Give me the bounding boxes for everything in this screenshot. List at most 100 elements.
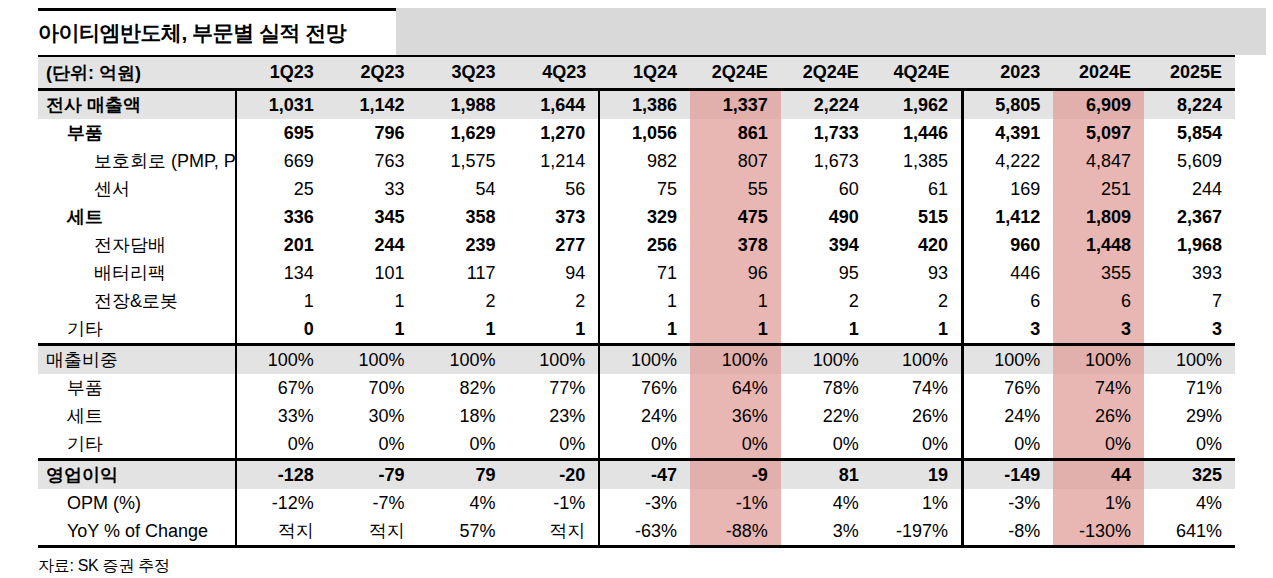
- table-row: 영업이익-128-7979-20-47-98119-14944325: [38, 460, 1235, 490]
- highlighted-cell: -130%: [1053, 517, 1144, 547]
- highlighted-cell: 96: [690, 259, 781, 287]
- highlighted-cell: 26%: [1053, 402, 1144, 430]
- value-cell: 1%: [872, 489, 963, 517]
- value-cell: -197%: [872, 517, 963, 547]
- value-cell: 6: [963, 287, 1054, 315]
- column-header: 2025E: [1144, 56, 1235, 90]
- row-label: 매출비중: [38, 345, 236, 375]
- row-label: 기타: [38, 315, 236, 345]
- value-cell: -3%: [963, 489, 1054, 517]
- value-cell: 373: [508, 203, 599, 231]
- value-cell: 3: [963, 315, 1054, 345]
- highlighted-cell: 1: [690, 315, 781, 345]
- value-cell: -3%: [599, 489, 690, 517]
- table-row: 기타01111111333: [38, 315, 1235, 345]
- value-cell: 100%: [963, 345, 1054, 375]
- table-row: 세트3363453583733294754905151,4121,8092,36…: [38, 203, 1235, 231]
- table-row: OPM (%)-12%-7%4%-1%-3%-1%4%1%-3%1%4%: [38, 489, 1235, 517]
- value-cell: 0%: [508, 430, 599, 460]
- value-cell: 2,367: [1144, 203, 1235, 231]
- value-cell: 적지: [327, 517, 418, 547]
- value-cell: -47: [599, 460, 690, 490]
- value-cell: 4,222: [963, 147, 1054, 175]
- value-cell: 669: [236, 147, 327, 175]
- highlighted-cell: 64%: [690, 374, 781, 402]
- row-label: 전자담배: [38, 231, 236, 259]
- value-cell: 982: [599, 147, 690, 175]
- highlighted-cell: 1,448: [1053, 231, 1144, 259]
- row-label: 전사 매출액: [38, 90, 236, 120]
- value-cell: 100%: [327, 345, 418, 375]
- highlighted-cell: 6: [1053, 287, 1144, 315]
- value-cell: 763: [327, 147, 418, 175]
- value-cell: 1,988: [418, 90, 509, 120]
- value-cell: 33%: [236, 402, 327, 430]
- value-cell: 1,673: [781, 147, 872, 175]
- value-cell: 1: [872, 315, 963, 345]
- highlighted-cell: 4,847: [1053, 147, 1144, 175]
- value-cell: 244: [327, 231, 418, 259]
- value-cell: 적지: [236, 517, 327, 547]
- value-cell: -63%: [599, 517, 690, 547]
- value-cell: 5,609: [1144, 147, 1235, 175]
- value-cell: 490: [781, 203, 872, 231]
- value-cell: 4%: [781, 489, 872, 517]
- row-label: 기타: [38, 430, 236, 460]
- value-cell: 1,412: [963, 203, 1054, 231]
- highlighted-cell: 36%: [690, 402, 781, 430]
- value-cell: 2: [508, 287, 599, 315]
- value-cell: 2: [418, 287, 509, 315]
- value-cell: 345: [327, 203, 418, 231]
- value-cell: 358: [418, 203, 509, 231]
- row-label: 보호회로 (PMP, POC): [38, 147, 236, 175]
- table-body: 전사 매출액1,0311,1421,9881,6441,3861,3372,22…: [38, 90, 1235, 547]
- value-cell: 1,385: [872, 147, 963, 175]
- highlighted-cell: 1,337: [690, 90, 781, 120]
- value-cell: 60: [781, 175, 872, 203]
- value-cell: 695: [236, 119, 327, 147]
- value-cell: 67%: [236, 374, 327, 402]
- highlighted-cell: 55: [690, 175, 781, 203]
- value-cell: 1,733: [781, 119, 872, 147]
- value-cell: -128: [236, 460, 327, 490]
- value-cell: 33: [327, 175, 418, 203]
- value-cell: 4%: [1144, 489, 1235, 517]
- highlighted-cell: 0%: [1053, 430, 1144, 460]
- report-page: 아이티엠반도체, 부문별 실적 전망 (단위: 억원) 1Q232Q233Q23…: [0, 0, 1273, 578]
- value-cell: 5,805: [963, 90, 1054, 120]
- value-cell: 1: [418, 315, 509, 345]
- value-cell: 22%: [781, 402, 872, 430]
- value-cell: 79: [418, 460, 509, 490]
- value-cell: 76%: [963, 374, 1054, 402]
- value-cell: 0%: [872, 430, 963, 460]
- value-cell: 960: [963, 231, 1054, 259]
- value-cell: 277: [508, 231, 599, 259]
- value-cell: 71%: [1144, 374, 1235, 402]
- value-cell: 30%: [327, 402, 418, 430]
- value-cell: 1: [327, 315, 418, 345]
- value-cell: 23%: [508, 402, 599, 430]
- value-cell: 100%: [781, 345, 872, 375]
- highlighted-cell: 378: [690, 231, 781, 259]
- value-cell: 515: [872, 203, 963, 231]
- value-cell: 1,629: [418, 119, 509, 147]
- row-label: 배터리팩: [38, 259, 236, 287]
- highlighted-cell: 251: [1053, 175, 1144, 203]
- column-header: 1Q24: [599, 56, 690, 90]
- source-note: 자료: SK 증권 추정: [38, 556, 1235, 577]
- value-cell: 1: [599, 315, 690, 345]
- column-header: 2Q23: [327, 56, 418, 90]
- table-row: 보호회로 (PMP, POC)6697631,5751,2149828071,6…: [38, 147, 1235, 175]
- value-cell: 100%: [418, 345, 509, 375]
- value-cell: 1,968: [1144, 231, 1235, 259]
- value-cell: 적지: [508, 517, 599, 547]
- value-cell: 1,386: [599, 90, 690, 120]
- column-header: 2Q24E: [690, 56, 781, 90]
- value-cell: -1%: [508, 489, 599, 517]
- value-cell: 239: [418, 231, 509, 259]
- highlighted-cell: 807: [690, 147, 781, 175]
- row-label: OPM (%): [38, 489, 236, 517]
- value-cell: -8%: [963, 517, 1054, 547]
- value-cell: 325: [1144, 460, 1235, 490]
- value-cell: 1,446: [872, 119, 963, 147]
